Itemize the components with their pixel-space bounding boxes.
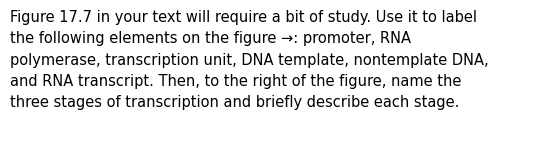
Text: Figure 17.7 in your text will require a bit of study. Use it to label
the follow: Figure 17.7 in your text will require a … <box>10 10 489 110</box>
